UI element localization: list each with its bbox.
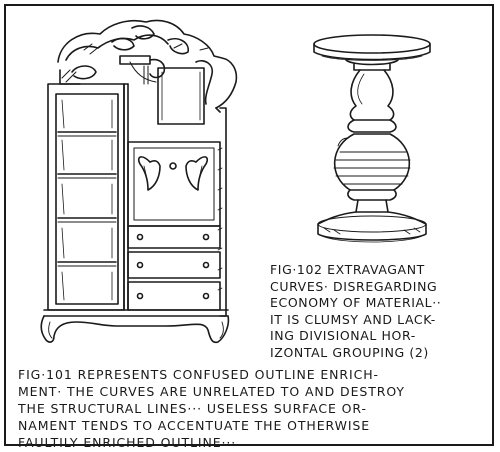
caption-line: FIG·102 EXTRAVAGANT (270, 262, 425, 277)
caption-line: ING DIVISIONAL HOR- (270, 328, 416, 343)
figure-101-caption: FIG·101 REPRESENTS CONFUSED OUTLINE ENRI… (18, 366, 488, 451)
caption-line: MENT· THE CURVES ARE UNRELATED TO AND DE… (18, 384, 405, 399)
caption-line: CURVES· DISREGARDING (270, 278, 438, 294)
pedestal-table-drawing (313, 34, 431, 243)
figure-102-caption: FIG·102 EXTRAVAGANT CURVES· DISREGARDING… (270, 262, 485, 361)
caption-line: FAULTILY ENRICHED OUTLINE··· (18, 435, 237, 450)
caption-line: IZONTAL GROUPING (2) (270, 344, 429, 360)
caption-line: IT IS CLUMSY AND LACK- (270, 311, 436, 327)
illustration-plate (4, 4, 494, 446)
caption-line: NAMENT TENDS TO ACCENTUATE THE OTHERWISE (18, 418, 371, 433)
caption-line: FIG·101 REPRESENTS CONFUSED OUTLINE ENRI… (18, 367, 379, 382)
caption-line: ECONOMY OF MATERIAL·· (270, 295, 442, 310)
secretary-desk-drawing (40, 19, 238, 344)
caption-line: THE STRUCTURAL LINES··· USELESS SURFACE … (18, 401, 367, 416)
